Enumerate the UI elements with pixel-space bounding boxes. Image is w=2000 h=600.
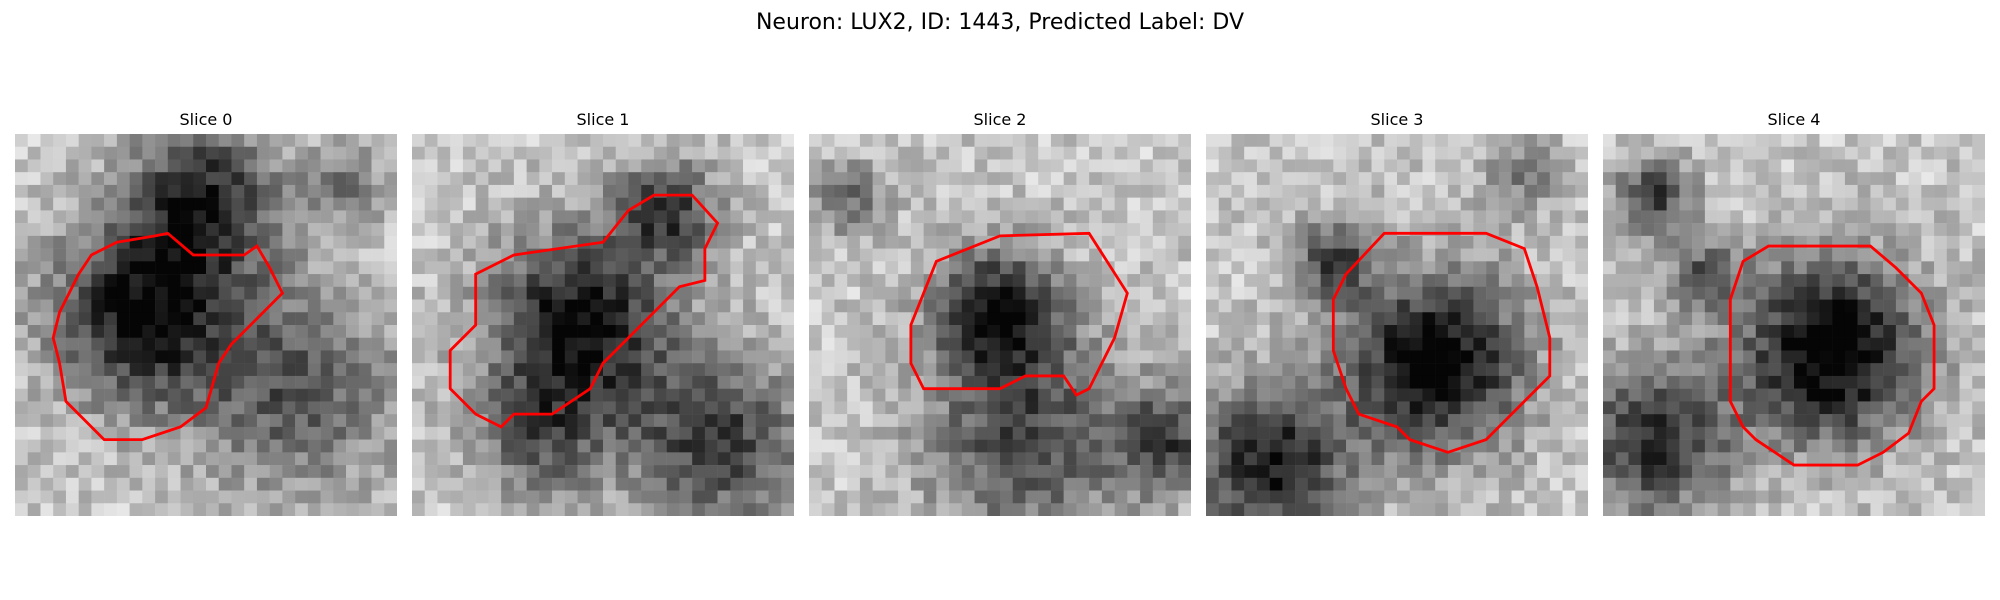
grayscale-pixels (809, 134, 1191, 516)
slice-panel-1: Slice 1 (412, 110, 794, 522)
slice-image-0 (15, 134, 397, 516)
slice-title-0: Slice 0 (15, 110, 397, 130)
slice-title-1: Slice 1 (412, 110, 794, 130)
slice-image-4 (1603, 134, 1985, 516)
figure-title: Neuron: LUX2, ID: 1443, Predicted Label:… (0, 8, 2000, 38)
grayscale-pixels (1206, 134, 1588, 516)
slice-image-1 (412, 134, 794, 516)
grayscale-pixels (412, 134, 794, 516)
slice-panel-4: Slice 4 (1603, 110, 1985, 522)
slice-panel-3: Slice 3 (1206, 110, 1588, 522)
slice-title-4: Slice 4 (1603, 110, 1985, 130)
slice-title-2: Slice 2 (809, 110, 1191, 130)
slice-image-2 (809, 134, 1191, 516)
slice-panel-2: Slice 2 (809, 110, 1191, 522)
grayscale-pixels (1603, 134, 1985, 516)
slice-panel-0: Slice 0 (15, 110, 397, 522)
slice-title-3: Slice 3 (1206, 110, 1588, 130)
slice-image-3 (1206, 134, 1588, 516)
grayscale-pixels (15, 134, 397, 516)
